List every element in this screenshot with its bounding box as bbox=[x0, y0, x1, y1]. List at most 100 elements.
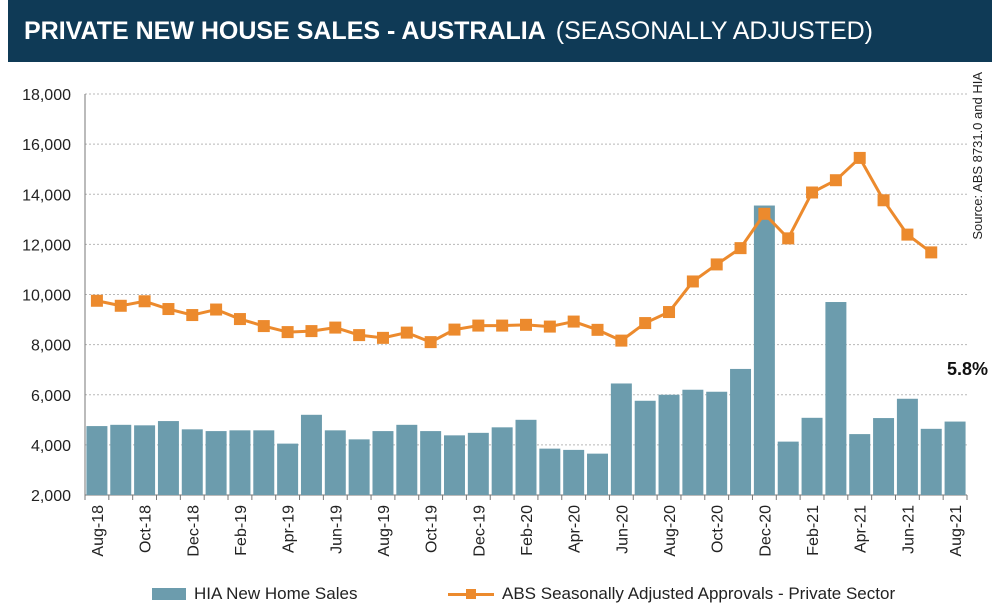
bar bbox=[634, 400, 656, 495]
bar bbox=[777, 441, 799, 495]
line-point bbox=[496, 319, 509, 332]
line-point bbox=[424, 336, 437, 349]
source-label: Source: ABS 8731.0 and HIA bbox=[970, 72, 985, 240]
x-tick-label: Apr-19 bbox=[281, 505, 298, 553]
x-tick-label: Aug-20 bbox=[662, 505, 679, 557]
bar bbox=[229, 430, 251, 495]
line-point bbox=[686, 275, 699, 288]
chart-subtitle: (SEASONALLY ADJUSTED) bbox=[555, 16, 874, 45]
x-tick-label: Jun-21 bbox=[900, 505, 917, 554]
line-point bbox=[734, 242, 747, 255]
bar bbox=[610, 383, 632, 495]
line-point bbox=[305, 325, 318, 338]
bar bbox=[873, 418, 895, 495]
y-tick-label: 4,000 bbox=[31, 438, 71, 455]
legend-item-bars: HIA New Home Sales bbox=[152, 584, 357, 604]
bar bbox=[467, 432, 489, 495]
y-tick-label: 16,000 bbox=[22, 137, 71, 154]
line-point bbox=[591, 323, 604, 336]
bar bbox=[110, 424, 132, 495]
line-point bbox=[138, 295, 151, 308]
legend-label-line: ABS Seasonally Adjusted Approvals - Priv… bbox=[502, 584, 896, 603]
line-point bbox=[281, 326, 294, 339]
y-tick-label: 2,000 bbox=[31, 488, 71, 505]
line-point bbox=[806, 186, 819, 199]
y-tick-label: 8,000 bbox=[31, 338, 71, 355]
line-point bbox=[877, 194, 890, 207]
x-tick-label: Aug-18 bbox=[90, 505, 107, 557]
bar bbox=[944, 421, 966, 495]
x-tick-label: Feb-21 bbox=[805, 505, 822, 556]
legend-label-bars: HIA New Home Sales bbox=[194, 584, 358, 603]
legend-line-swatch bbox=[448, 587, 494, 601]
bar bbox=[181, 429, 203, 495]
chart-title: PRIVATE NEW HOUSE SALES - AUSTRALIA bbox=[24, 16, 546, 45]
x-tick-label: Dec-18 bbox=[185, 505, 202, 557]
line-point bbox=[257, 320, 270, 333]
line-point bbox=[114, 299, 127, 312]
bar bbox=[730, 368, 752, 495]
y-tick-label: 18,000 bbox=[22, 87, 71, 104]
line-point bbox=[90, 294, 103, 307]
x-tick-label: Apr-20 bbox=[567, 505, 584, 553]
legend-item-line: ABS Seasonally Adjusted Approvals - Priv… bbox=[448, 584, 895, 604]
bar bbox=[86, 426, 108, 495]
line-point bbox=[210, 303, 223, 316]
x-tick-label: Oct-19 bbox=[424, 505, 441, 553]
bar bbox=[324, 430, 346, 495]
line-point bbox=[782, 232, 795, 245]
line-point bbox=[853, 151, 866, 164]
line-point bbox=[162, 303, 175, 316]
line-point bbox=[448, 323, 461, 336]
x-tick-label: Dec-20 bbox=[757, 505, 774, 557]
line-point bbox=[567, 315, 580, 328]
bar bbox=[896, 398, 918, 495]
legend-bar-swatch bbox=[152, 588, 186, 600]
line-point bbox=[663, 306, 676, 319]
bar bbox=[539, 448, 561, 495]
x-tick-label: Oct-18 bbox=[138, 505, 155, 553]
line-point bbox=[329, 321, 342, 334]
bar bbox=[920, 428, 942, 495]
y-tick-label: 12,000 bbox=[22, 237, 71, 254]
bar bbox=[753, 205, 775, 495]
bar bbox=[277, 443, 299, 495]
x-tick-label: Jun-19 bbox=[328, 505, 345, 554]
line-point bbox=[233, 313, 246, 326]
x-tick-label: Apr-21 bbox=[853, 505, 870, 553]
x-tick-label: Aug-19 bbox=[376, 505, 393, 557]
chart-plot: 2,000 4,000 6,000 8,000 10,000 12,000 14,000 16… bbox=[22, 72, 988, 557]
line-point bbox=[353, 329, 366, 342]
line-point bbox=[615, 334, 628, 347]
line-point bbox=[543, 320, 556, 333]
line-point bbox=[520, 318, 532, 331]
bar bbox=[515, 419, 537, 495]
bar bbox=[253, 430, 275, 495]
line-point bbox=[186, 309, 199, 322]
bar bbox=[300, 414, 322, 495]
bar bbox=[420, 431, 442, 495]
bar bbox=[348, 439, 370, 495]
line-point bbox=[400, 326, 413, 339]
bar bbox=[205, 431, 227, 495]
bar bbox=[801, 417, 823, 495]
line-point bbox=[758, 207, 771, 220]
line-point bbox=[710, 258, 723, 271]
bar bbox=[443, 435, 465, 495]
bar bbox=[396, 424, 418, 495]
chart-legend: HIA New Home Sales ABS Seasonally Adjust… bbox=[0, 582, 999, 606]
x-tick-label: Dec-19 bbox=[471, 505, 488, 557]
bar bbox=[706, 391, 728, 495]
bar bbox=[682, 389, 704, 495]
line-point bbox=[376, 331, 389, 344]
x-tick-label: Oct-20 bbox=[710, 505, 727, 553]
bar bbox=[491, 427, 513, 495]
bar bbox=[563, 449, 585, 495]
bar bbox=[849, 434, 871, 495]
line-point bbox=[472, 319, 485, 332]
line-point bbox=[901, 228, 914, 241]
bar bbox=[157, 421, 179, 495]
x-tick-label: Feb-20 bbox=[519, 505, 536, 556]
bar bbox=[372, 431, 394, 495]
bar bbox=[587, 453, 609, 495]
